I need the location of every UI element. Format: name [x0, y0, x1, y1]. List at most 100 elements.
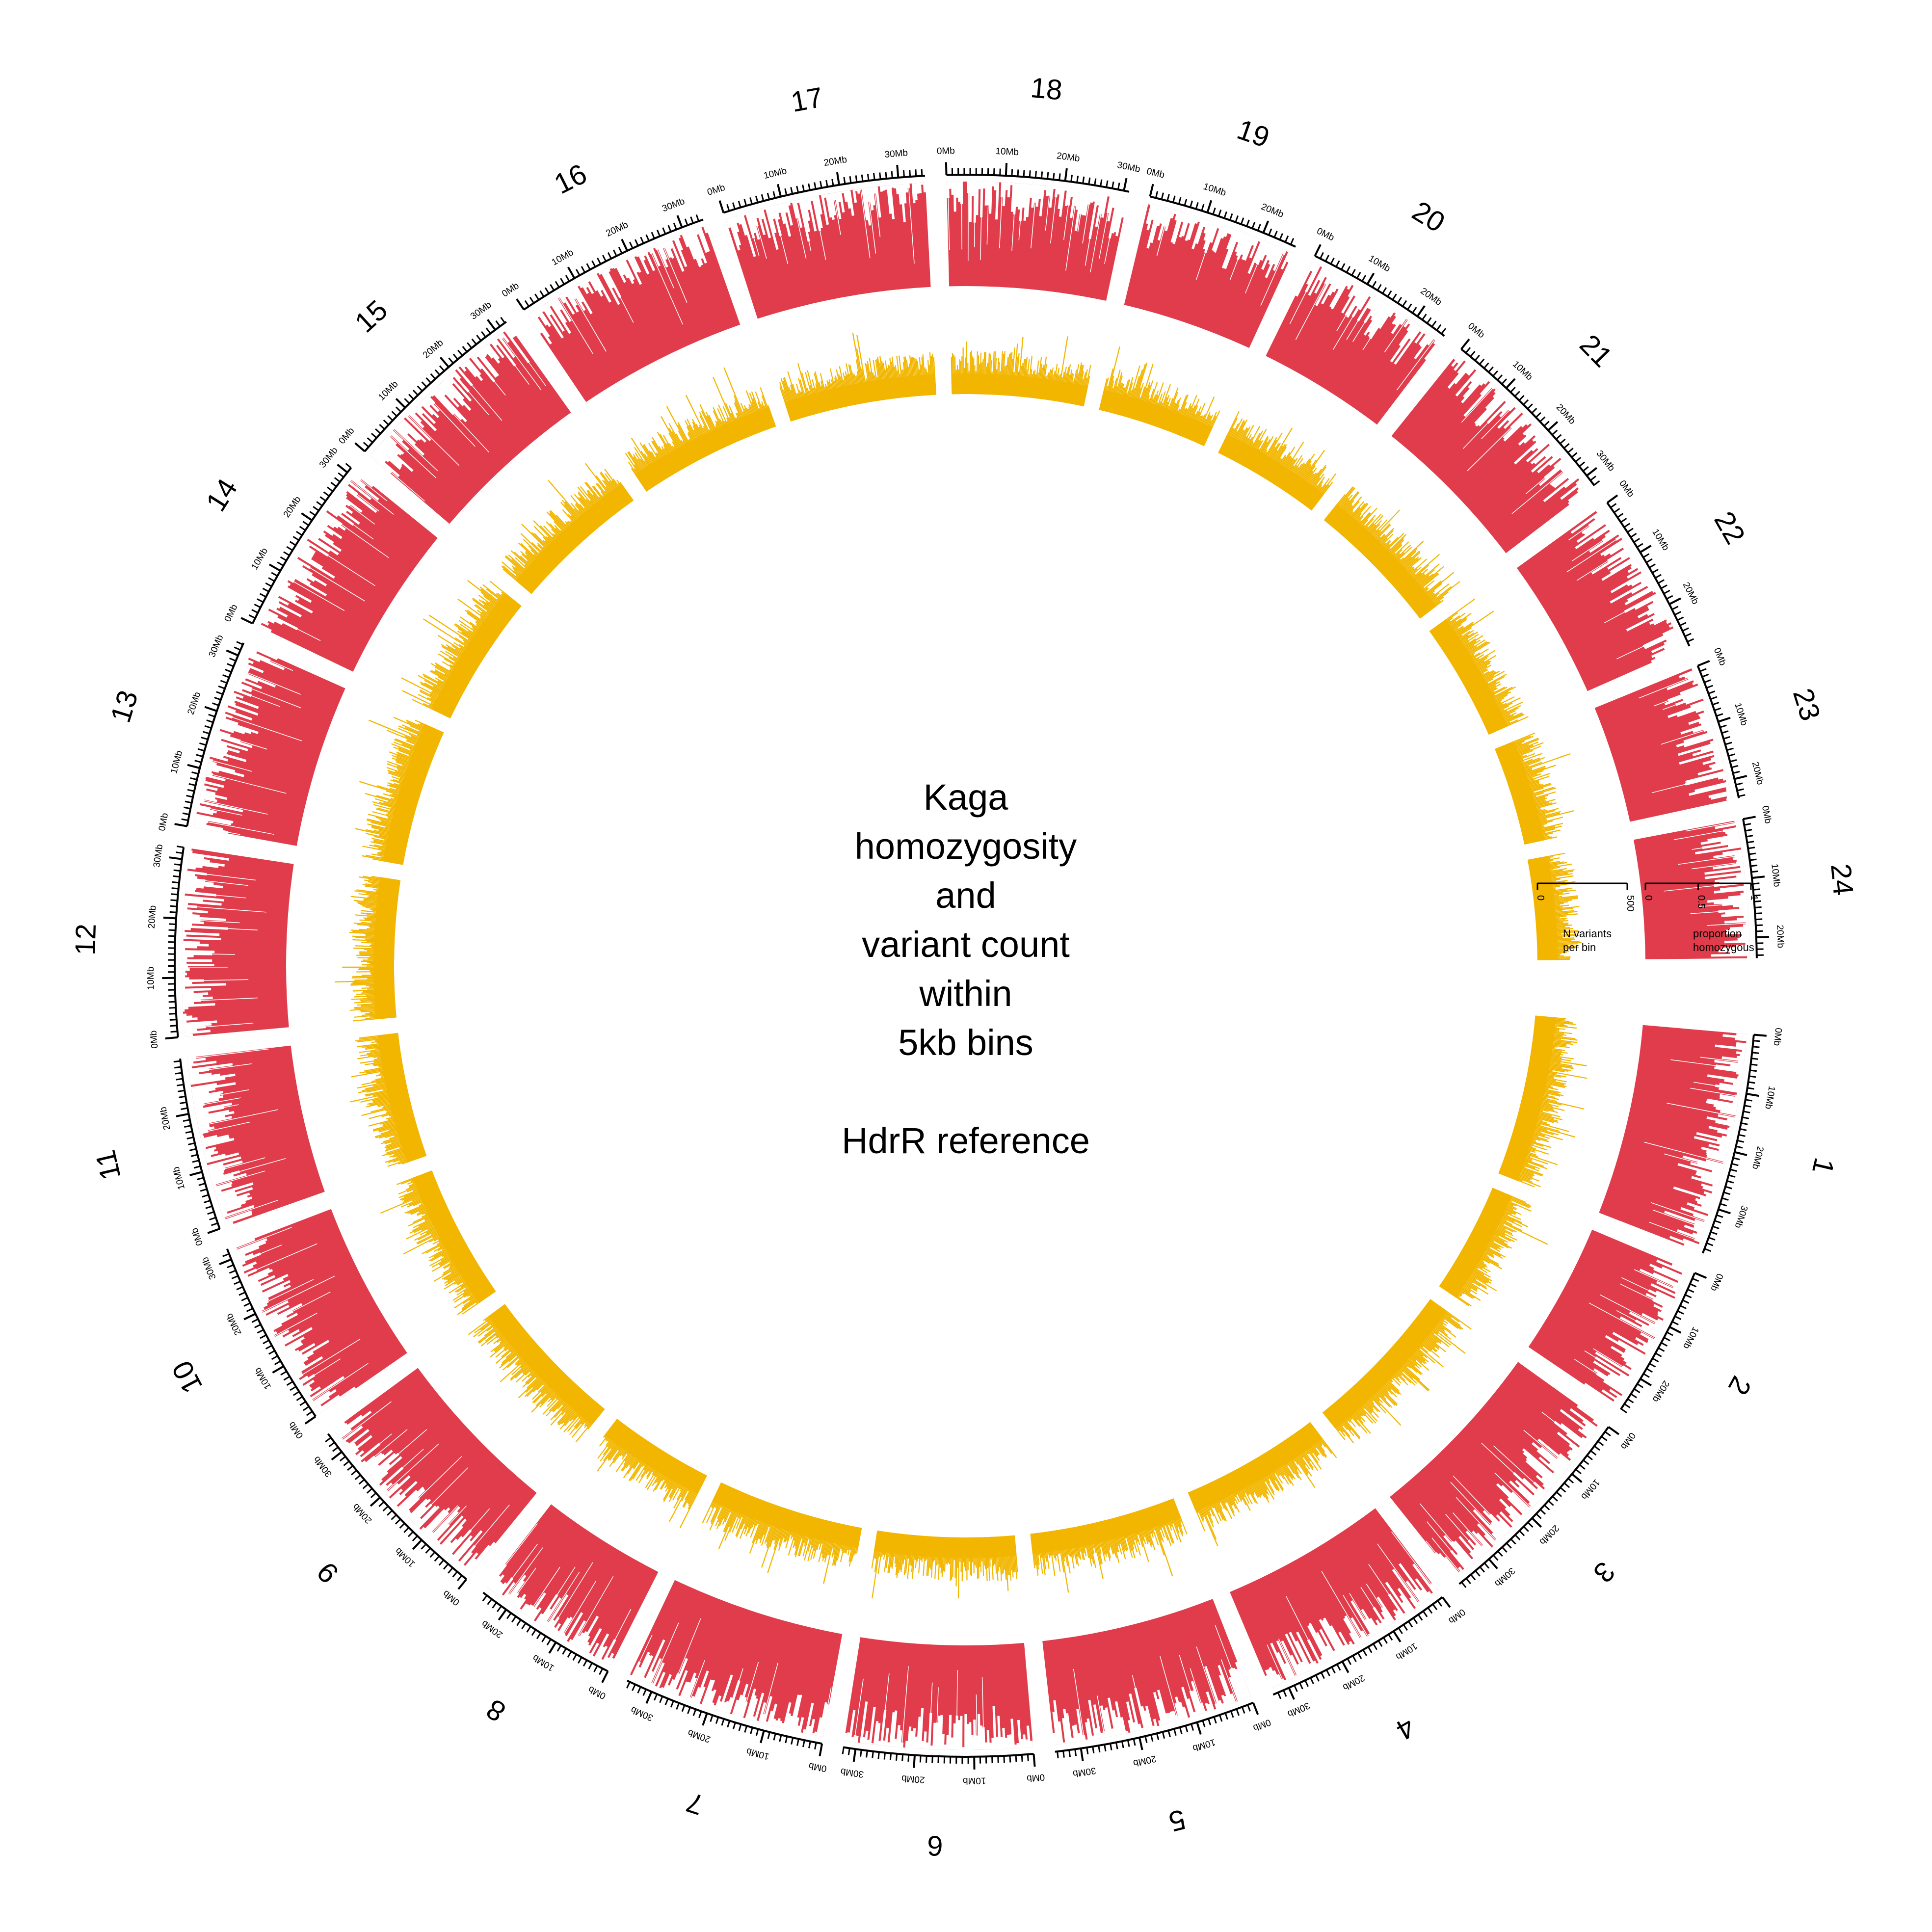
title-line-6: 5kb bins	[898, 1022, 1033, 1063]
axis-tick	[486, 319, 496, 331]
axis-tick	[1110, 1743, 1112, 1750]
axis-tick-label: 10Mb	[169, 749, 185, 774]
axis-tick	[1690, 1283, 1697, 1288]
axis-tick	[1106, 180, 1109, 187]
axis-tick	[577, 1657, 582, 1664]
axis-tick	[531, 1629, 536, 1636]
axis-tick	[656, 229, 661, 237]
axis-tick	[738, 200, 741, 208]
axis-tick	[1299, 1682, 1303, 1690]
variant-track-base-17	[784, 374, 936, 422]
axis-tick	[582, 1660, 588, 1667]
axis-tick	[1417, 1614, 1423, 1621]
axis-tick	[867, 174, 870, 181]
axis-tick-label: 0Mb	[148, 1030, 160, 1049]
axis-tick	[761, 194, 765, 201]
homozygosity-scale-1-label: 1	[1748, 895, 1759, 900]
axis-tick	[487, 1598, 493, 1605]
axis-tick	[216, 691, 223, 695]
axis-tick	[1633, 538, 1641, 543]
chromosome-label-11: 11	[89, 1147, 127, 1183]
axis-tick	[1593, 1445, 1600, 1451]
axis-tick	[1040, 171, 1043, 179]
axis-tick	[1640, 1377, 1652, 1387]
axis-tick	[586, 263, 591, 270]
axis-tick	[1064, 168, 1068, 182]
axis-tick	[277, 561, 284, 566]
axis-tick	[919, 1755, 922, 1763]
axis-tick	[325, 1437, 332, 1443]
axis-tick	[199, 742, 207, 746]
axis-tick	[1640, 545, 1652, 554]
axis-tick	[901, 1754, 904, 1761]
axis-tick	[1320, 252, 1324, 259]
axis-tick	[1718, 716, 1731, 723]
axis-tick	[1669, 1326, 1682, 1334]
axis-tick	[254, 604, 261, 609]
axis-tick	[773, 1733, 776, 1741]
axis-tick	[268, 577, 275, 582]
axis-tick	[808, 183, 811, 190]
homozygosity-bars-21	[1447, 354, 1589, 505]
axis-tick	[189, 1171, 203, 1176]
axis-tick	[1070, 175, 1073, 182]
axis-tick	[1505, 378, 1516, 389]
axis-tick	[1372, 281, 1377, 288]
axis-tick-label: 30Mb	[318, 445, 340, 470]
axis-tick	[1501, 378, 1508, 385]
axis-tick	[695, 214, 700, 222]
axis-tick	[387, 415, 394, 421]
title-line-3: and	[935, 875, 996, 916]
axis-tick-label: 30Mb	[469, 300, 494, 322]
axis-tick	[1666, 595, 1673, 600]
axis-tick	[283, 551, 290, 556]
axis-tick	[1708, 1237, 1716, 1241]
axis-tick	[597, 257, 602, 265]
axis-tick	[1150, 1734, 1154, 1742]
axis-tick-label: 20Mb	[158, 1106, 173, 1131]
axis-tick	[1290, 238, 1295, 245]
chromosome-axis-20	[1314, 255, 1445, 337]
axis-tick	[209, 1217, 216, 1220]
axis-tick	[1587, 1455, 1593, 1460]
axis-tick	[1738, 794, 1746, 797]
axis-tick	[229, 658, 237, 662]
axis-tick	[1179, 1727, 1183, 1734]
axis-tick	[743, 199, 747, 206]
axis-tick	[556, 1645, 562, 1652]
chromosome-sector-20: 0Mb 10Mb 20Mb 20	[1218, 195, 1451, 511]
axis-tick	[879, 172, 881, 180]
axis-tick	[1753, 888, 1760, 891]
axis-tick	[338, 472, 344, 478]
axis-tick	[506, 1613, 512, 1619]
axis-tick	[1658, 579, 1665, 584]
axis-tick	[1748, 1081, 1755, 1084]
axis-tick-label: 30Mb	[1072, 1765, 1097, 1779]
axis-tick	[1230, 1711, 1234, 1718]
axis-tick	[391, 1514, 397, 1520]
axis-tick	[1367, 1646, 1373, 1653]
axis-tick	[612, 249, 617, 257]
axis-tick	[429, 1551, 436, 1558]
axis-tick	[1733, 1157, 1740, 1161]
axis-tick	[819, 1743, 823, 1757]
axis-tick	[260, 1334, 267, 1339]
axis-tick	[457, 349, 463, 356]
axis-tick	[1336, 1664, 1341, 1671]
axis-tick	[1743, 1111, 1750, 1113]
axis-tick	[1080, 1748, 1084, 1761]
axis-tick-label: 30Mb	[200, 1255, 218, 1281]
axis-tick	[280, 1371, 287, 1376]
axis-tick	[645, 234, 650, 241]
axis-tick	[784, 188, 788, 196]
axis-tick-label: 0Mb	[1466, 321, 1486, 341]
axis-tick	[1356, 272, 1361, 279]
axis-tick	[516, 298, 525, 311]
axis-tick	[1387, 290, 1392, 297]
axis-tick	[945, 162, 948, 175]
axis-tick	[1734, 1151, 1747, 1156]
axis-tick	[362, 1483, 369, 1489]
homozygosity-track-base-4	[1230, 1508, 1438, 1689]
axis-tick	[1567, 1478, 1574, 1484]
axis-tick	[439, 365, 445, 371]
